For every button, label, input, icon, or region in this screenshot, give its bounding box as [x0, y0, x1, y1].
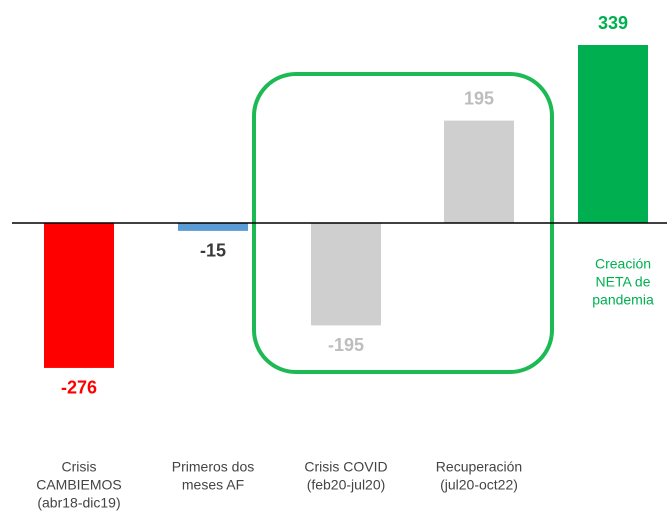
bar — [178, 223, 248, 231]
category-label: Recuperación — [436, 459, 522, 475]
value-label: 339 — [598, 13, 628, 33]
value-label: -15 — [200, 241, 226, 261]
value-label: -195 — [328, 335, 364, 355]
bar — [578, 45, 648, 223]
category-label: Primeros dos — [172, 459, 254, 475]
category-label: (feb20-jul20) — [307, 477, 386, 493]
bar — [311, 223, 381, 326]
value-label: 195 — [464, 88, 494, 108]
category-label: Creación — [595, 256, 651, 272]
category-label: Crisis COVID — [304, 459, 387, 475]
category-label: meses AF — [182, 477, 244, 493]
category-label: Crisis — [62, 459, 97, 475]
bar — [44, 223, 114, 368]
category-label: pandemia — [592, 292, 654, 308]
value-label: -276 — [61, 378, 97, 398]
category-label: NETA de — [596, 274, 651, 290]
category-label: (jul20-oct22) — [440, 477, 518, 493]
category-label: (abr18-dic19) — [37, 495, 120, 511]
bar — [444, 120, 514, 223]
category-label: CAMBIEMOS — [36, 477, 122, 493]
